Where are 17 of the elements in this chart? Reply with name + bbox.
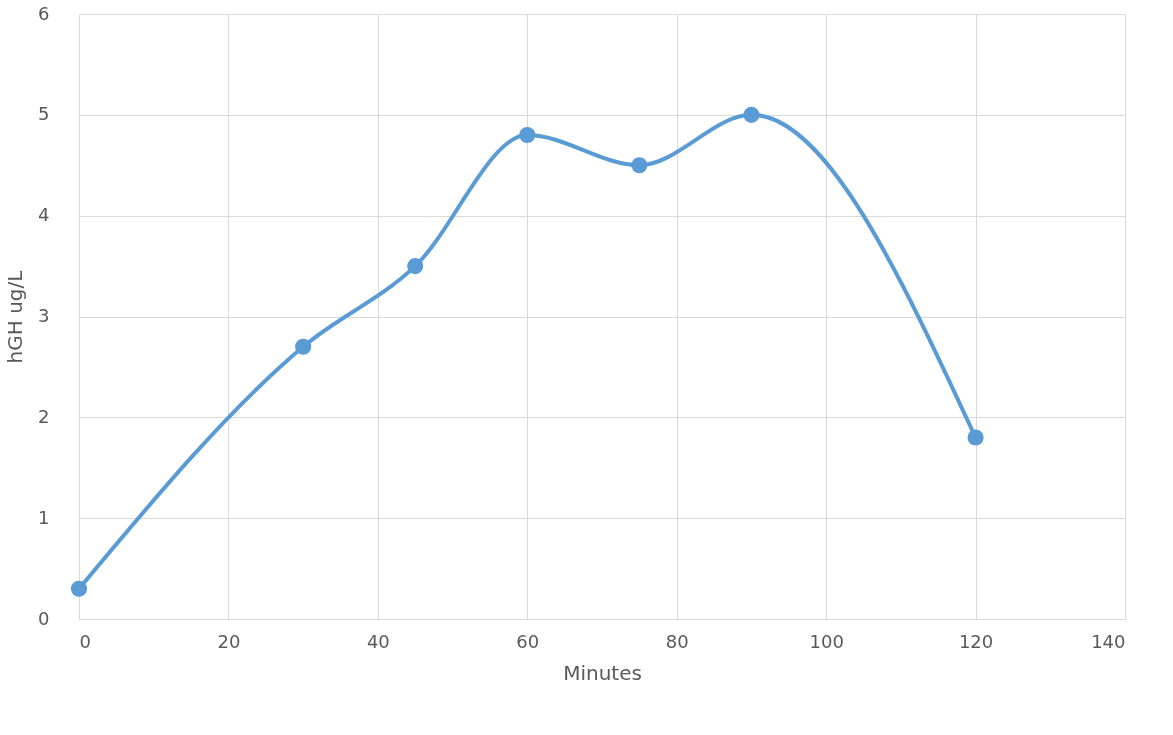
x-tick-label: 100: [809, 630, 844, 652]
x-tick-label: 140: [1091, 630, 1126, 652]
y-tick-label: 2: [38, 405, 50, 427]
y-tick-label: 5: [38, 103, 50, 125]
x-tick-label: 80: [665, 630, 689, 652]
x-tick-label: 0: [79, 630, 91, 652]
y-tick-label: 1: [38, 506, 50, 528]
y-axis-title: hGH ug/L: [3, 269, 28, 364]
x-axis-title: Minutes: [563, 660, 642, 685]
y-tick-label: 6: [38, 2, 50, 24]
x-tick-label: 60: [516, 630, 540, 652]
y-tick-label: 4: [38, 204, 50, 226]
y-tick-label: 3: [38, 305, 50, 326]
x-tick-label: 40: [366, 630, 390, 652]
x-tick-label: 120: [958, 630, 994, 652]
y-tick-label: 0: [38, 607, 50, 629]
x-tick-label: 20: [217, 630, 241, 652]
